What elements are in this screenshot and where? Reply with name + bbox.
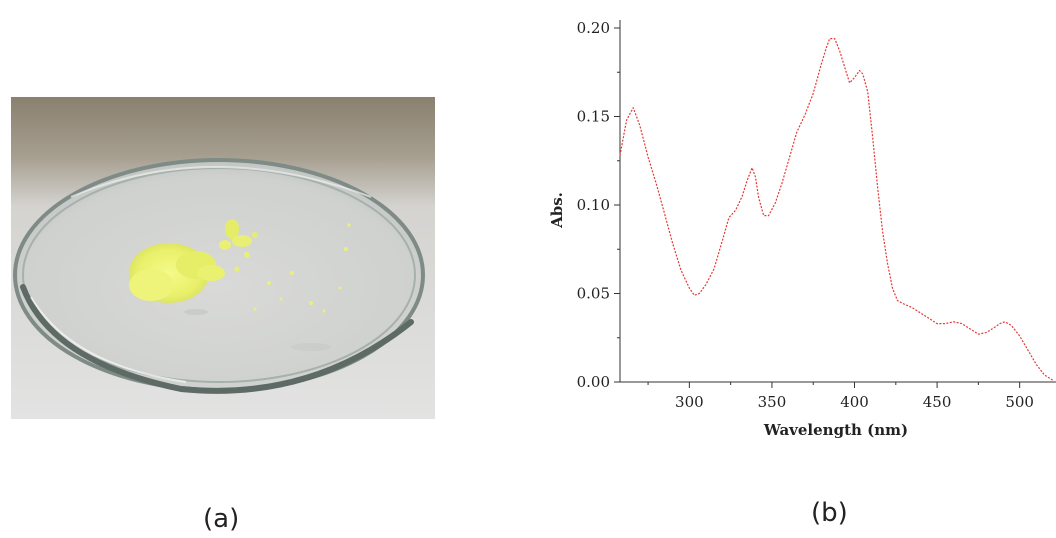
spectrum-chart: 0.00 0.05 0.10 0.15 0.20 300 350 400 450 500 Wavel… [540, 0, 1056, 470]
y-axis-title: Abs. [548, 192, 566, 229]
photo-panel [11, 97, 435, 419]
y-tick-label: 0.10 [577, 196, 610, 214]
caption-a: (a) [203, 504, 240, 534]
x-tick-label: 450 [923, 393, 952, 411]
x-axis-title: Wavelength (nm) [763, 421, 908, 439]
y-tick-label: 0.00 [577, 373, 610, 391]
x-tick-label: 500 [1005, 393, 1034, 411]
yellow-powder [129, 219, 351, 313]
spectrum-chart-svg: 0.00 0.05 0.10 0.15 0.20 300 350 400 450 500 Wavel… [548, 19, 1056, 439]
y-tick-label: 0.15 [577, 108, 610, 126]
spectrum-line-0 [619, 37, 1054, 381]
y-tick-label: 0.20 [577, 19, 610, 37]
x-tick-label: 400 [840, 393, 869, 411]
petri-dish-photo [11, 97, 435, 419]
x-tick-label: 300 [675, 393, 704, 411]
x-tick-label: 350 [758, 393, 787, 411]
y-tick-label: 0.05 [577, 285, 610, 303]
caption-b: (b) [811, 498, 848, 528]
